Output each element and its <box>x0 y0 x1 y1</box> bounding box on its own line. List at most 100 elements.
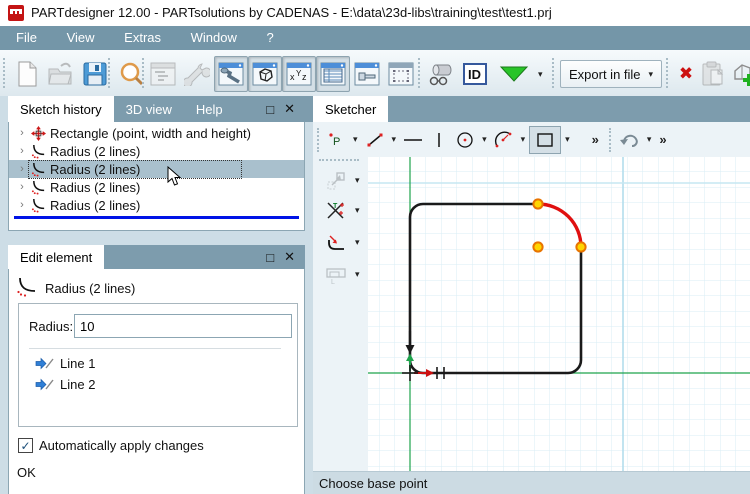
svg-text:P: P <box>333 136 340 148</box>
circle-tool-icon <box>457 131 473 148</box>
expand-chevron-icon[interactable]: › <box>20 163 24 175</box>
arc-tool-button[interactable] <box>491 126 517 154</box>
fillet-tool-caret[interactable]: ▾ <box>355 237 360 247</box>
svg-text:x: x <box>290 72 295 82</box>
delete-icon: ✖ <box>678 64 694 83</box>
tree-item-label: Radius (2 lines) <box>50 179 141 195</box>
menu-extras[interactable]: Extras <box>124 30 161 45</box>
selection-window-button[interactable] <box>384 56 418 92</box>
toolbar-grip <box>3 58 5 88</box>
close-panel-button[interactable]: ✕ <box>284 101 295 116</box>
arc-tool-caret[interactable]: ▾ <box>520 134 526 144</box>
toolbar-overflow-button[interactable]: » <box>659 132 667 147</box>
screw-view-toggle[interactable] <box>214 56 248 92</box>
move-point-caret[interactable]: ▾ <box>355 175 360 185</box>
rectangle-tool-button[interactable] <box>529 125 562 154</box>
magnifier-icon <box>120 62 144 86</box>
trim-tool-button[interactable]: T <box>323 199 349 223</box>
radius-icon <box>29 162 47 177</box>
export-dropdown-caret[interactable]: ▾ <box>648 69 654 79</box>
edit-element-tabbar: Edit element □ ✕ <box>8 245 305 269</box>
sketch-canvas[interactable] <box>368 157 750 471</box>
table-icon <box>320 62 346 86</box>
point-tool-button[interactable]: P <box>323 126 349 154</box>
svg-text:z: z <box>302 72 307 82</box>
maximize-panel-button[interactable]: □ <box>266 101 275 117</box>
tree-row-selected[interactable]: › Radius (2 lines) <box>9 159 304 179</box>
vertical-line-tool-button[interactable] <box>426 126 452 154</box>
ok-button[interactable]: OK <box>17 465 36 480</box>
projection-tool-button[interactable]: L <box>323 263 349 287</box>
tab-edit-element[interactable]: Edit element <box>8 245 105 269</box>
menu-view[interactable]: View <box>66 30 95 45</box>
close-panel-button[interactable]: ✕ <box>284 249 295 264</box>
move-point-tool-button[interactable] <box>323 169 349 193</box>
maximize-panel-button[interactable]: □ <box>266 249 275 265</box>
run-button[interactable] <box>494 56 536 92</box>
tools-button[interactable] <box>180 56 214 92</box>
toolbar-overflow-button[interactable]: » <box>591 132 599 147</box>
line-1-item[interactable]: Line 1 <box>35 356 95 371</box>
expand-chevron-icon[interactable]: › <box>20 181 24 193</box>
selected-radius-arc[interactable] <box>536 202 583 249</box>
radius-icon <box>15 277 37 300</box>
toolbar-grip <box>319 159 359 161</box>
delete-button[interactable]: ✖ <box>672 56 700 92</box>
preview-button[interactable] <box>424 56 458 92</box>
polyhedron-view-toggle[interactable] <box>248 56 282 92</box>
tree-row[interactable]: › Rectangle (point, width and height) <box>9 124 304 142</box>
radius-input[interactable] <box>74 314 292 338</box>
menu-file[interactable]: File <box>16 30 37 45</box>
circle-tool-caret[interactable]: ▾ <box>482 134 487 144</box>
table-view-toggle[interactable] <box>316 56 350 92</box>
circle-tool-button[interactable] <box>452 126 478 154</box>
toolbar-separator <box>552 58 554 88</box>
export-in-file-button[interactable]: Export in file ▾ <box>560 60 663 88</box>
tab-help[interactable]: Help <box>195 101 223 117</box>
tab-sketch-history[interactable]: Sketch history <box>8 96 114 122</box>
projection-tool-caret[interactable]: ▾ <box>355 269 360 279</box>
open-button[interactable] <box>44 56 78 92</box>
sketch-outline[interactable] <box>408 202 583 375</box>
tree-row[interactable]: › Radius (2 lines) <box>9 178 304 196</box>
expand-chevron-icon[interactable]: › <box>20 127 24 139</box>
line-tool-caret[interactable]: ▾ <box>391 134 397 144</box>
undo-button[interactable] <box>617 126 643 154</box>
line-tool-button[interactable] <box>362 126 388 154</box>
feature-window-button[interactable] <box>350 56 384 92</box>
tab-sketcher[interactable]: Sketcher <box>313 96 389 122</box>
zoom-button[interactable] <box>114 56 148 92</box>
clipboard-icon <box>702 61 724 86</box>
rectangle-tool-icon <box>537 132 553 147</box>
save-button[interactable] <box>78 56 112 92</box>
tree-row[interactable]: › Radius (2 lines) <box>9 196 304 214</box>
auto-apply-checkbox[interactable]: ✓ <box>18 438 33 453</box>
arc-handles[interactable] <box>532 198 587 253</box>
run-dropdown-caret[interactable]: ▾ <box>538 69 543 79</box>
expand-chevron-icon[interactable]: › <box>20 145 24 157</box>
paste-button[interactable] <box>698 56 728 92</box>
trim-icon: T <box>327 202 344 219</box>
line-2-item[interactable]: Line 2 <box>35 377 95 392</box>
history-window-button[interactable] <box>146 56 180 92</box>
point-tool-caret[interactable]: ▾ <box>353 134 358 144</box>
sketcher-toolbar: P ▾ ▾ ▾ ▾ ▾ » ▾ » <box>313 122 750 158</box>
auto-apply-label: Automatically apply changes <box>39 438 204 453</box>
svg-text:ID: ID <box>468 67 481 82</box>
tree-row[interactable]: › Radius (2 lines) <box>9 142 304 160</box>
id-icon: ID <box>463 63 487 85</box>
horizontal-line-tool-button[interactable] <box>400 126 426 154</box>
new-file-button[interactable] <box>10 56 44 92</box>
tab-3d-view[interactable]: 3D view <box>125 101 172 117</box>
fillet-tool-button[interactable] <box>323 231 349 255</box>
menu-window[interactable]: Window <box>190 30 237 45</box>
rectangle-tool-caret[interactable]: ▾ <box>565 134 570 144</box>
expand-chevron-icon[interactable]: › <box>20 199 24 211</box>
trim-tool-caret[interactable]: ▾ <box>355 205 360 215</box>
id-button[interactable]: ID <box>458 56 492 92</box>
add-sketch-button[interactable] <box>728 56 750 92</box>
menu-help[interactable]: ? <box>266 30 274 45</box>
undo-dropdown-caret[interactable]: ▾ <box>646 134 652 144</box>
